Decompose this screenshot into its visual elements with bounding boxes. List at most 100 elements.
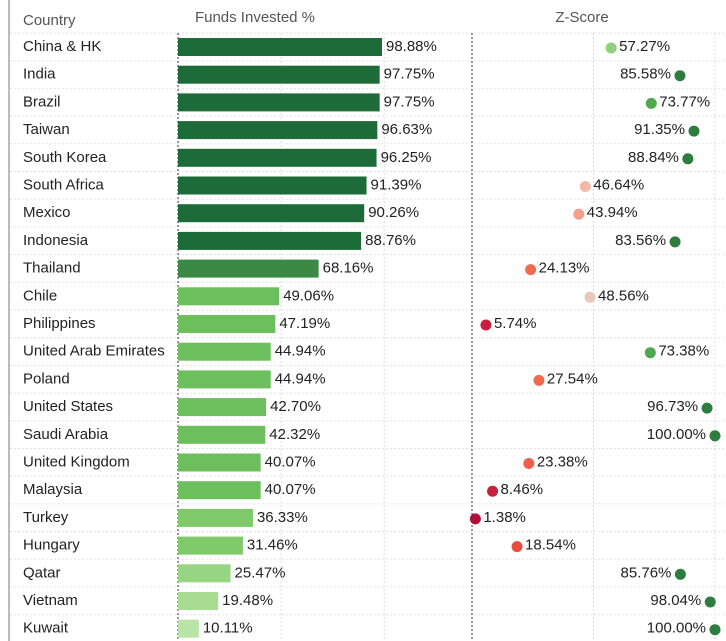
value-label: 98.04% [650,592,701,609]
value-label: 73.38% [658,343,709,360]
row-label: Vietnam [23,592,78,609]
value-label: 97.75% [384,66,435,83]
row-label: Brazil [23,93,61,110]
dot [469,513,481,525]
bar [178,65,380,84]
bar [178,121,378,140]
value-label: 88.84% [628,149,679,166]
dot [579,181,591,192]
column-header: Country [23,12,76,29]
value-label: 96.73% [647,398,698,415]
value-label: 5.74% [494,315,537,332]
dot [645,97,657,109]
dot [709,624,721,636]
column-header: Funds Invested % [195,9,315,26]
bar [178,287,280,306]
value-label: 47.19% [279,315,330,332]
dot [674,70,686,82]
dot [573,208,585,220]
value-label: 31.46% [247,537,298,554]
dot [704,596,716,608]
row-label: Indonesia [23,232,89,249]
row-label: Saudi Arabia [23,426,109,443]
bar [178,38,382,56]
dot [584,291,596,303]
value-label: 18.54% [525,537,576,554]
value-label: 24.13% [539,260,590,277]
bar [178,453,261,472]
dot [533,374,545,386]
bar [178,619,199,638]
dot [644,347,656,359]
value-label: 25.47% [235,564,286,581]
row-label: Malaysia [23,481,83,498]
row-label: Philippines [23,315,96,332]
dot [511,541,523,553]
bar [178,425,266,444]
value-label: 40.07% [265,481,316,498]
row-label: Turkey [23,509,69,526]
row-label: Kuwait [23,620,69,637]
dot [682,153,694,165]
value-label: 40.07% [265,453,316,470]
value-label: 36.33% [257,509,308,526]
column-header: Z-Score [555,9,608,26]
bar [178,204,365,223]
row-label: Poland [23,370,70,387]
value-label: 68.16% [323,260,374,277]
bar [178,564,231,583]
value-label: 83.56% [615,232,666,249]
value-label: 1.38% [483,509,526,526]
bar [178,508,253,527]
value-label: 91.39% [371,176,422,193]
dot [523,458,535,469]
dot [480,319,492,331]
value-label: 48.56% [598,287,649,304]
row-label: United States [23,398,113,415]
value-label: 44.94% [275,343,326,360]
row-label: Chile [23,287,57,304]
value-label: 43.94% [587,204,638,221]
dot [605,42,617,54]
dot [674,568,686,580]
dot [669,236,681,248]
value-label: 23.38% [537,453,588,470]
bar [178,481,261,500]
value-label: 100.00% [647,426,706,443]
row-label: India [23,66,56,83]
row-label: Hungary [23,537,80,554]
bar [178,536,243,555]
value-label: 42.70% [270,398,321,415]
value-label: 96.25% [381,149,432,166]
row-label: Qatar [23,564,61,581]
dot [701,402,713,414]
value-label: 42.32% [269,426,320,443]
row-label: South Korea [23,149,107,166]
bar [178,148,377,167]
value-label: 57.27% [619,38,670,55]
value-label: 85.76% [621,564,672,581]
row-label: China & HK [23,38,101,55]
value-label: 100.00% [647,620,706,637]
row-label: Thailand [23,260,81,277]
bar [178,259,319,278]
value-label: 88.76% [365,232,416,249]
bar [178,592,219,610]
value-label: 85.58% [620,66,671,83]
value-label: 96.63% [381,121,432,138]
row-label: United Arab Emirates [23,343,165,360]
dot [709,430,721,442]
value-label: 10.11% [203,620,253,637]
value-label: 97.75% [384,93,435,110]
value-label: 90.26% [368,204,419,221]
value-label: 46.64% [593,176,644,193]
row-label: South Africa [23,176,105,193]
row-label: United Kingdom [23,453,130,470]
value-label: 73.77% [659,93,710,110]
value-label: 27.54% [547,370,598,387]
value-label: 98.88% [386,38,437,55]
bar [178,342,271,361]
bar [178,231,362,250]
row-label: Taiwan [23,121,70,138]
